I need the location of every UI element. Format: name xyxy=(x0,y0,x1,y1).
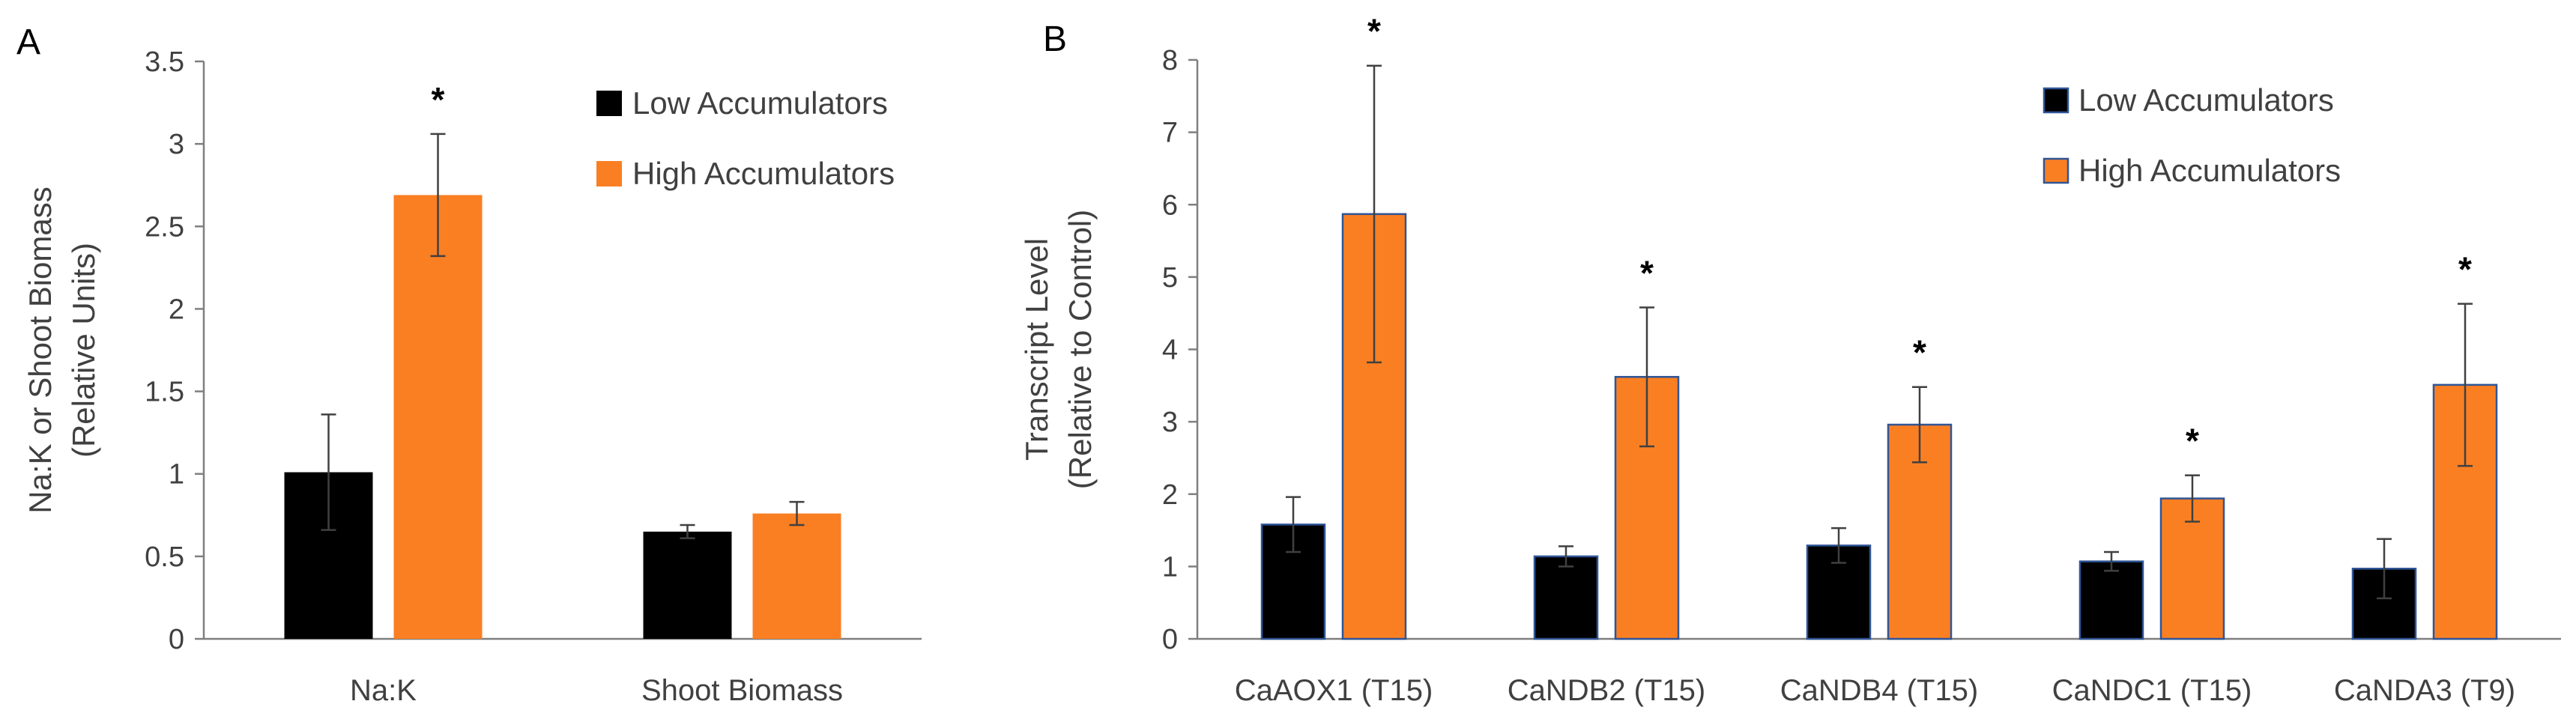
y-tick-label: 6 xyxy=(1162,189,1178,221)
x-category-label: CaNDB4 (T15) xyxy=(1780,674,1979,707)
x-category-label: Na:K xyxy=(350,674,417,707)
significance-marker: * xyxy=(2186,422,2199,461)
x-category-label: CaNDA3 (T9) xyxy=(2334,674,2515,707)
y-tick-label: 1.5 xyxy=(145,377,184,408)
bar xyxy=(393,195,483,640)
panel-label: B xyxy=(1043,19,1067,59)
bar xyxy=(2078,560,2144,640)
significance-marker: * xyxy=(1913,333,1926,372)
y-tick-label: 7 xyxy=(1162,118,1178,149)
y-tick-label: 3 xyxy=(169,129,184,160)
legend-swatch xyxy=(2043,87,2069,114)
panel-label: A xyxy=(16,22,40,62)
legend-label: High Accumulators xyxy=(632,156,895,191)
y-axis-title-line: (Relative Units) xyxy=(66,243,101,458)
y-tick-label: 5 xyxy=(1162,262,1178,294)
y-tick-label: 1 xyxy=(1162,551,1178,583)
x-category-label: CaAOX1 (T15) xyxy=(1235,674,1433,707)
y-tick-label: 0 xyxy=(169,624,184,655)
legend-swatch xyxy=(596,161,622,186)
x-category-label: CaNDB2 (T15) xyxy=(1508,674,1706,707)
x-category-label: CaNDC1 (T15) xyxy=(2052,674,2252,707)
y-tick-label: 4 xyxy=(1162,335,1178,366)
y-tick-label: 3.5 xyxy=(145,46,184,78)
significance-marker: * xyxy=(1640,253,1654,292)
y-axis-title-line: Na:K or Shoot Biomass xyxy=(22,186,58,514)
y-tick-label: 0 xyxy=(1162,624,1178,655)
legend-label: Low Accumulators xyxy=(632,85,888,121)
bar xyxy=(643,531,732,639)
y-axis-title-line: Transcript Level xyxy=(1019,238,1054,461)
significance-marker: * xyxy=(2458,250,2472,289)
x-category-label: Shoot Biomass xyxy=(641,674,843,707)
bar xyxy=(752,513,841,639)
y-tick-label: 2 xyxy=(169,294,184,325)
y-axis-title-line: (Relative to Control) xyxy=(1062,210,1098,489)
legend-swatch xyxy=(596,91,622,116)
legend-label: High Accumulators xyxy=(2078,153,2341,188)
bar xyxy=(1533,555,1599,640)
y-tick-label: 0.5 xyxy=(145,542,184,573)
y-tick-label: 8 xyxy=(1162,45,1178,76)
y-tick-label: 2.5 xyxy=(145,211,184,243)
legend-label: Low Accumulators xyxy=(2078,82,2334,118)
y-tick-label: 2 xyxy=(1162,479,1178,511)
legend-swatch xyxy=(2043,157,2069,184)
chart-panel-b: B Transcript Level (Relative to Control) 0 1… xyxy=(1019,12,2561,707)
y-tick-label: 3 xyxy=(1162,407,1178,438)
chart-panel-a: A Na:K or Shoot Biomass (Relative Units) 0 0… xyxy=(16,22,922,707)
significance-marker: * xyxy=(432,80,445,119)
y-tick-label: 1 xyxy=(169,459,184,491)
significance-marker: * xyxy=(1367,12,1381,51)
bar xyxy=(2351,568,2417,640)
